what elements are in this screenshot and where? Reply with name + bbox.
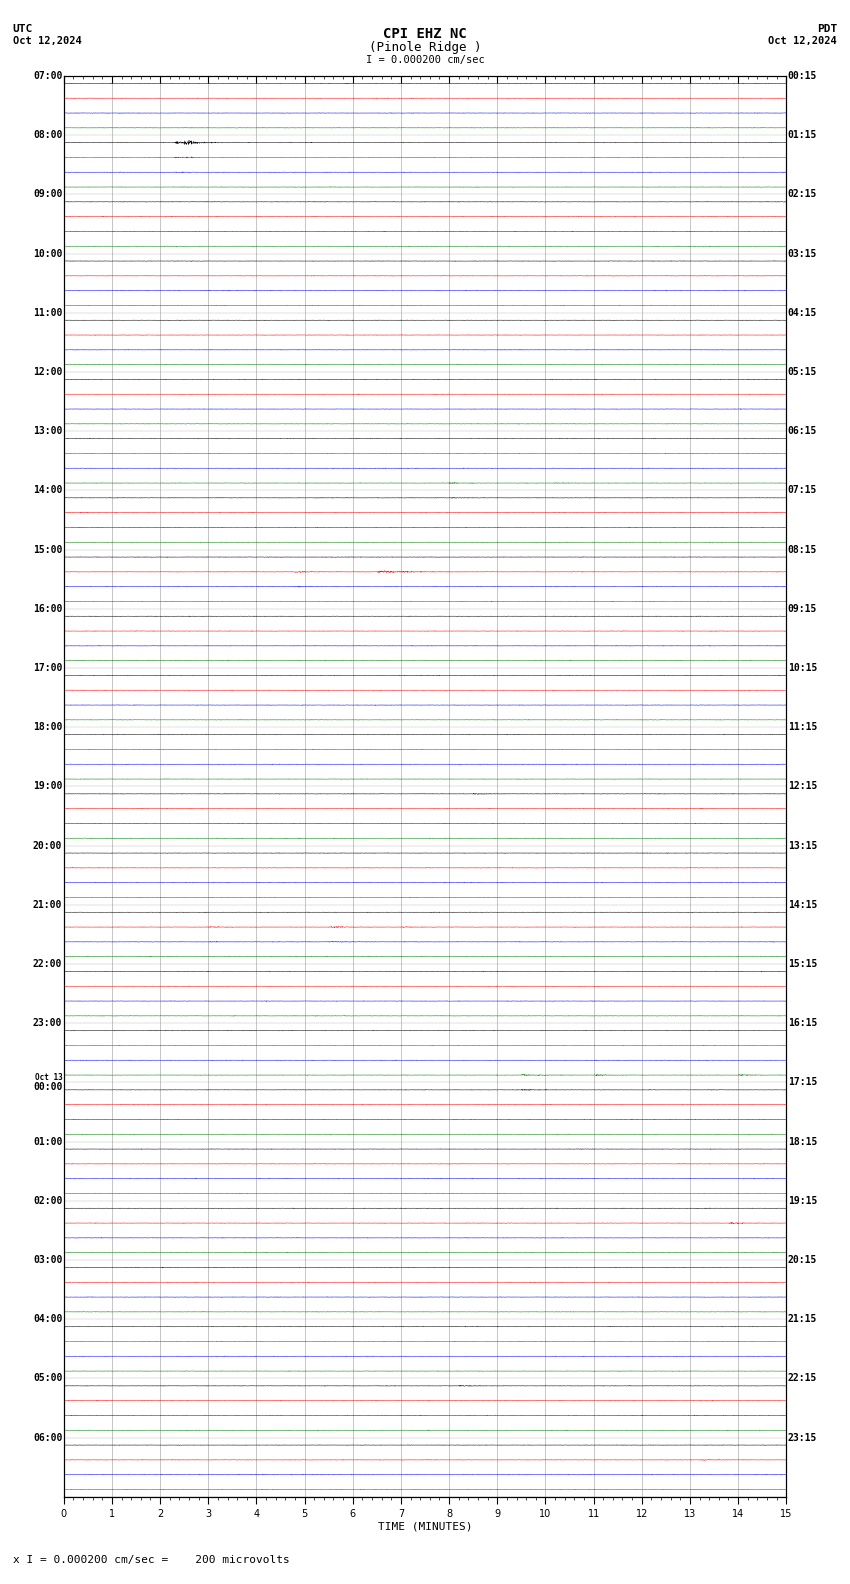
Text: 09:00: 09:00 (33, 190, 62, 200)
Text: 13:00: 13:00 (33, 426, 62, 436)
Text: 14:00: 14:00 (33, 485, 62, 496)
Text: 10:00: 10:00 (33, 249, 62, 258)
Text: 03:15: 03:15 (788, 249, 817, 258)
Text: UTC: UTC (13, 24, 33, 33)
Text: Oct 12,2024: Oct 12,2024 (768, 36, 837, 46)
Text: 16:15: 16:15 (788, 1019, 817, 1028)
Text: 11:15: 11:15 (788, 722, 817, 732)
Text: 13:15: 13:15 (788, 841, 817, 851)
Text: (Pinole Ridge ): (Pinole Ridge ) (369, 41, 481, 54)
Text: 23:15: 23:15 (788, 1432, 817, 1443)
Text: 11:00: 11:00 (33, 307, 62, 318)
Text: 18:15: 18:15 (788, 1137, 817, 1147)
Text: 07:15: 07:15 (788, 485, 817, 496)
Text: 19:15: 19:15 (788, 1196, 817, 1205)
Text: 14:15: 14:15 (788, 900, 817, 909)
Text: 00:15: 00:15 (788, 71, 817, 81)
Text: 01:15: 01:15 (788, 130, 817, 141)
Text: 06:15: 06:15 (788, 426, 817, 436)
Text: 05:00: 05:00 (33, 1373, 62, 1383)
Text: 01:00: 01:00 (33, 1137, 62, 1147)
Text: 12:15: 12:15 (788, 781, 817, 792)
Text: Oct 13: Oct 13 (35, 1074, 62, 1082)
Text: 20:00: 20:00 (33, 841, 62, 851)
Text: 09:15: 09:15 (788, 604, 817, 615)
Text: x I = 0.000200 cm/sec =    200 microvolts: x I = 0.000200 cm/sec = 200 microvolts (13, 1555, 290, 1565)
Text: 12:00: 12:00 (33, 367, 62, 377)
Text: 20:15: 20:15 (788, 1255, 817, 1266)
Text: 08:15: 08:15 (788, 545, 817, 554)
Text: 04:00: 04:00 (33, 1315, 62, 1324)
Text: 22:00: 22:00 (33, 958, 62, 969)
Text: 03:00: 03:00 (33, 1255, 62, 1266)
Text: 04:15: 04:15 (788, 307, 817, 318)
Text: 02:00: 02:00 (33, 1196, 62, 1205)
Text: 22:15: 22:15 (788, 1373, 817, 1383)
Text: PDT: PDT (817, 24, 837, 33)
Text: 15:00: 15:00 (33, 545, 62, 554)
Text: 07:00: 07:00 (33, 71, 62, 81)
Text: 05:15: 05:15 (788, 367, 817, 377)
Text: I = 0.000200 cm/sec: I = 0.000200 cm/sec (366, 55, 484, 65)
Text: 21:00: 21:00 (33, 900, 62, 909)
Text: 23:00: 23:00 (33, 1019, 62, 1028)
Text: 08:00: 08:00 (33, 130, 62, 141)
Text: 19:00: 19:00 (33, 781, 62, 792)
Text: Oct 12,2024: Oct 12,2024 (13, 36, 82, 46)
X-axis label: TIME (MINUTES): TIME (MINUTES) (377, 1522, 473, 1532)
Text: 18:00: 18:00 (33, 722, 62, 732)
Text: 17:15: 17:15 (788, 1077, 817, 1088)
Text: 17:00: 17:00 (33, 664, 62, 673)
Text: 15:15: 15:15 (788, 958, 817, 969)
Text: 06:00: 06:00 (33, 1432, 62, 1443)
Text: 02:15: 02:15 (788, 190, 817, 200)
Text: 16:00: 16:00 (33, 604, 62, 615)
Text: 10:15: 10:15 (788, 664, 817, 673)
Text: 21:15: 21:15 (788, 1315, 817, 1324)
Text: 00:00: 00:00 (33, 1082, 62, 1093)
Text: CPI EHZ NC: CPI EHZ NC (383, 27, 467, 41)
